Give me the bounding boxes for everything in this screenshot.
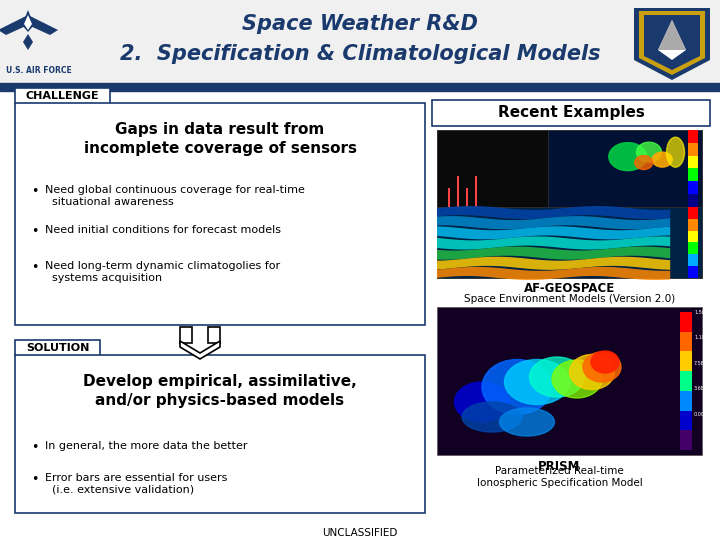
Polygon shape bbox=[437, 216, 670, 229]
Ellipse shape bbox=[636, 142, 662, 162]
Bar bbox=[680, 391, 692, 410]
Bar bbox=[15, 340, 100, 356]
Bar bbox=[680, 371, 692, 391]
Text: Develop empirical, assimilative,
and/or physics-based models: Develop empirical, assimilative, and/or … bbox=[83, 374, 357, 408]
Bar bbox=[437, 130, 549, 207]
Text: UNCLASSIFIED: UNCLASSIFIED bbox=[323, 528, 397, 538]
Text: U.S. AIR FORCE: U.S. AIR FORCE bbox=[6, 66, 72, 75]
Bar bbox=[466, 188, 468, 207]
Bar bbox=[680, 312, 692, 332]
Ellipse shape bbox=[635, 156, 653, 170]
Bar bbox=[437, 207, 702, 278]
Polygon shape bbox=[24, 15, 32, 30]
Bar bbox=[688, 254, 698, 266]
Bar bbox=[688, 130, 698, 143]
Polygon shape bbox=[180, 341, 220, 359]
Ellipse shape bbox=[500, 408, 554, 436]
Bar bbox=[680, 332, 692, 352]
Bar bbox=[680, 430, 692, 450]
Text: Parameterized Real-time
Ionospheric Specification Model: Parameterized Real-time Ionospheric Spec… bbox=[477, 466, 642, 488]
Bar bbox=[15, 88, 110, 104]
Bar bbox=[688, 156, 698, 168]
Text: 2.  Specification & Climatological Models: 2. Specification & Climatological Models bbox=[120, 44, 600, 64]
Text: Need long-term dynamic climatogolies for
  systems acquisition: Need long-term dynamic climatogolies for… bbox=[45, 261, 280, 282]
Text: Gaps in data result from
incomplete coverage of sensors: Gaps in data result from incomplete cove… bbox=[84, 122, 356, 156]
Bar bbox=[448, 188, 450, 207]
Ellipse shape bbox=[667, 137, 685, 167]
Text: 1.5E+008: 1.5E+008 bbox=[694, 309, 719, 314]
Polygon shape bbox=[28, 15, 58, 35]
Polygon shape bbox=[437, 206, 670, 219]
Text: PRISM: PRISM bbox=[539, 460, 581, 472]
Bar bbox=[0, 83, 720, 91]
Bar bbox=[688, 143, 698, 156]
Bar bbox=[15, 355, 425, 513]
Polygon shape bbox=[658, 20, 686, 60]
Text: •: • bbox=[31, 441, 39, 454]
Polygon shape bbox=[437, 247, 670, 260]
Bar bbox=[680, 410, 692, 430]
Ellipse shape bbox=[609, 143, 647, 171]
Text: •: • bbox=[31, 261, 39, 274]
Bar bbox=[688, 231, 698, 242]
Polygon shape bbox=[437, 267, 670, 280]
Polygon shape bbox=[658, 20, 686, 50]
Polygon shape bbox=[437, 256, 670, 270]
Ellipse shape bbox=[652, 152, 672, 167]
Text: •: • bbox=[31, 225, 39, 238]
Bar bbox=[688, 181, 698, 194]
Polygon shape bbox=[634, 8, 710, 80]
Text: •: • bbox=[31, 185, 39, 198]
Ellipse shape bbox=[454, 382, 510, 422]
Text: Need initial conditions for forecast models: Need initial conditions for forecast mod… bbox=[45, 225, 281, 235]
Polygon shape bbox=[639, 11, 705, 75]
Bar bbox=[688, 242, 698, 254]
Text: In general, the more data the better: In general, the more data the better bbox=[45, 441, 248, 451]
Text: 3.6E+007: 3.6E+007 bbox=[694, 387, 719, 392]
Bar bbox=[437, 130, 702, 278]
Text: Recent Examples: Recent Examples bbox=[498, 105, 644, 120]
Ellipse shape bbox=[505, 360, 570, 404]
Bar bbox=[688, 207, 698, 219]
Bar bbox=[457, 176, 459, 207]
Bar bbox=[0, 0, 720, 83]
Polygon shape bbox=[644, 15, 700, 70]
Text: Space Weather R&D: Space Weather R&D bbox=[242, 14, 478, 34]
Ellipse shape bbox=[482, 360, 552, 415]
Text: 0.00: 0.00 bbox=[694, 412, 705, 417]
Text: CHALLENGE: CHALLENGE bbox=[26, 91, 99, 101]
Text: Space Environment Models (Version 2.0): Space Environment Models (Version 2.0) bbox=[464, 294, 675, 304]
Text: AF-GEOSPACE: AF-GEOSPACE bbox=[524, 281, 615, 294]
Text: 1.1E+008: 1.1E+008 bbox=[694, 335, 719, 340]
Ellipse shape bbox=[570, 354, 614, 389]
Ellipse shape bbox=[552, 360, 602, 398]
Text: Error bars are essential for users
  (i.e. extensive validation): Error bars are essential for users (i.e.… bbox=[45, 473, 228, 495]
Bar bbox=[680, 352, 692, 371]
Polygon shape bbox=[22, 10, 34, 32]
Polygon shape bbox=[437, 226, 670, 239]
Bar bbox=[475, 176, 477, 207]
Ellipse shape bbox=[462, 402, 522, 432]
Bar bbox=[549, 130, 702, 207]
Polygon shape bbox=[0, 15, 28, 35]
Polygon shape bbox=[23, 34, 33, 50]
Bar bbox=[15, 103, 425, 325]
Bar bbox=[208, 327, 220, 343]
Bar bbox=[180, 327, 192, 343]
Bar bbox=[688, 266, 698, 278]
Bar bbox=[437, 307, 702, 455]
Polygon shape bbox=[437, 237, 670, 249]
Ellipse shape bbox=[591, 351, 619, 373]
Text: Need global continuous coverage for real-time
  situational awareness: Need global continuous coverage for real… bbox=[45, 185, 305, 207]
Text: •: • bbox=[31, 473, 39, 486]
Text: 7.5E+007: 7.5E+007 bbox=[694, 361, 719, 366]
Bar bbox=[688, 219, 698, 231]
Bar bbox=[432, 100, 710, 126]
Bar bbox=[688, 168, 698, 181]
Ellipse shape bbox=[583, 352, 621, 382]
Bar bbox=[688, 194, 698, 207]
Ellipse shape bbox=[529, 357, 585, 397]
Text: SOLUTION: SOLUTION bbox=[26, 343, 89, 353]
